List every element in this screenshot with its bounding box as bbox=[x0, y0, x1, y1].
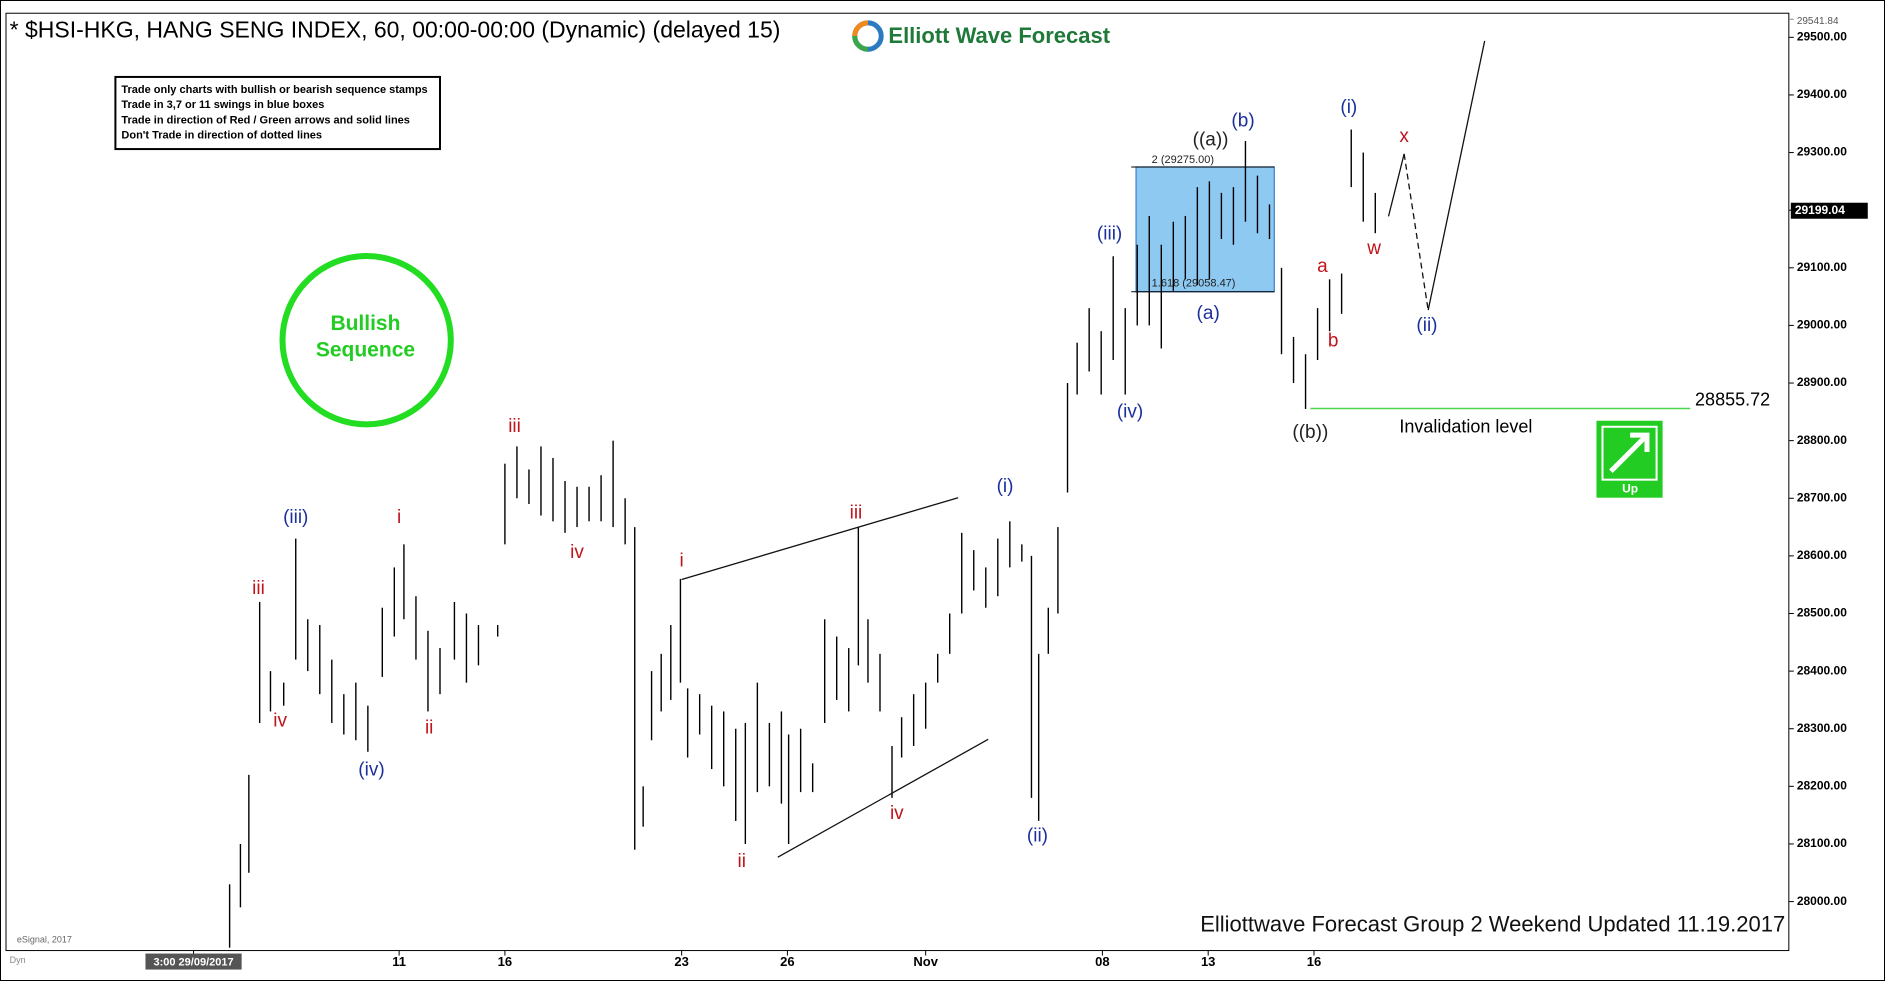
logo-icon bbox=[852, 20, 869, 37]
wave-label: ii bbox=[425, 718, 433, 739]
wave-label: ((a)) bbox=[1193, 130, 1229, 151]
y-tick-label: 28400.00 bbox=[1797, 663, 1847, 677]
wave-label: iv bbox=[273, 710, 287, 731]
channel-line bbox=[681, 497, 959, 581]
wave-label: i bbox=[397, 507, 401, 528]
high-label: 29541.84 bbox=[1797, 16, 1839, 27]
trend-text: Up bbox=[1622, 481, 1638, 495]
y-tick-label: 28300.00 bbox=[1797, 721, 1847, 735]
x-tick-label: 13 bbox=[1201, 954, 1215, 969]
wave-label: iii bbox=[508, 416, 521, 437]
y-tick-label: 29500.00 bbox=[1797, 30, 1847, 44]
projection-line bbox=[1403, 153, 1429, 311]
wave-label: x bbox=[1399, 126, 1409, 147]
y-tick-label: 28100.00 bbox=[1797, 836, 1847, 850]
x-tick-label: 26 bbox=[780, 954, 794, 969]
badge-circle bbox=[279, 253, 454, 428]
trend-icon-inner bbox=[1601, 425, 1658, 481]
badge-text: Bullish bbox=[330, 312, 400, 335]
wave-label: iii bbox=[252, 578, 265, 599]
rule-line: Trade only charts with bullish or bearis… bbox=[121, 84, 427, 96]
wave-label: (iii) bbox=[1097, 223, 1122, 244]
y-tick-label: 28000.00 bbox=[1797, 894, 1847, 908]
y-tick-label: 28500.00 bbox=[1797, 606, 1847, 620]
wave-label: w bbox=[1366, 238, 1381, 259]
invalidation-value: 28855.72 bbox=[1695, 389, 1770, 409]
y-tick-label: 28200.00 bbox=[1797, 779, 1847, 793]
x-tick-label: Nov bbox=[913, 954, 938, 969]
logo-text: Elliott Wave Forecast bbox=[888, 23, 1110, 48]
invalidation-text: Invalidation level bbox=[1399, 416, 1532, 436]
logo-icon bbox=[852, 35, 869, 52]
wave-label: (ii) bbox=[1027, 826, 1048, 847]
wave-label: iii bbox=[850, 502, 863, 523]
trend-arrow bbox=[1609, 432, 1650, 474]
rule-line: Trade in 3,7 or 11 swings in blue boxes bbox=[121, 99, 324, 111]
rule-line: Don't Trade in direction of dotted lines bbox=[121, 130, 322, 142]
wave-label: (a) bbox=[1197, 303, 1220, 324]
wave-label: (i) bbox=[997, 476, 1014, 497]
y-tick-label: 29400.00 bbox=[1797, 87, 1847, 101]
corner-label: Dyn bbox=[10, 955, 26, 965]
x-tick-box bbox=[145, 953, 242, 970]
y-tick-label: 28900.00 bbox=[1797, 375, 1847, 389]
wave-label: ii bbox=[738, 851, 746, 872]
y-tick-label: 29000.00 bbox=[1797, 318, 1847, 332]
x-tick-label: 08 bbox=[1095, 954, 1109, 969]
wave-label: (iii) bbox=[283, 507, 308, 528]
wave-label: (b) bbox=[1231, 110, 1254, 131]
badge-text: Sequence bbox=[316, 339, 415, 362]
x-tick-label: 16 bbox=[498, 954, 512, 969]
footer: Elliottwave Forecast Group 2 Weekend Upd… bbox=[1200, 911, 1785, 936]
fib-box bbox=[1135, 166, 1275, 293]
rules-box bbox=[114, 75, 441, 151]
wave-label: (iv) bbox=[1117, 401, 1143, 422]
last-price-label: 29199.04 bbox=[1795, 203, 1845, 217]
wave-label: ((b)) bbox=[1292, 422, 1328, 443]
projection-line bbox=[1387, 153, 1405, 217]
x-tick-label: 3:00 29/09/2017 bbox=[153, 956, 233, 968]
rule-line: Trade in direction of Red / Green arrows… bbox=[121, 114, 410, 126]
wave-label: i bbox=[680, 550, 684, 571]
wave-label: a bbox=[1317, 256, 1328, 277]
x-tick-label: 23 bbox=[674, 954, 688, 969]
plot-area bbox=[5, 12, 1790, 952]
wave-label: b bbox=[1328, 330, 1339, 351]
wave-label: iv bbox=[890, 803, 904, 824]
wave-label: iv bbox=[570, 542, 584, 563]
channel-line bbox=[777, 738, 989, 858]
trend-icon bbox=[1596, 420, 1663, 498]
x-tick-label: 16 bbox=[1307, 954, 1321, 969]
y-tick-label: 28800.00 bbox=[1797, 433, 1847, 447]
wave-label: (ii) bbox=[1416, 315, 1437, 336]
last-price-tag bbox=[1790, 202, 1868, 219]
y-tick-label: 29100.00 bbox=[1797, 260, 1847, 274]
wave-label: (i) bbox=[1340, 97, 1357, 118]
projection-line bbox=[1427, 40, 1486, 311]
fib-label: 1.618 (29058.47) bbox=[1152, 278, 1236, 290]
x-tick-label: 11 bbox=[392, 954, 406, 969]
y-tick-label: 28700.00 bbox=[1797, 490, 1847, 504]
watermark: eSignal, 2017 bbox=[17, 934, 72, 944]
y-tick-label: 29300.00 bbox=[1797, 145, 1847, 159]
fib-label: 2 (29275.00) bbox=[1152, 154, 1214, 166]
wave-label: (iv) bbox=[358, 760, 384, 781]
y-tick-label: 28600.00 bbox=[1797, 548, 1847, 562]
chart-title: * $HSI-HKG, HANG SENG INDEX, 60, 00:00-0… bbox=[10, 16, 781, 42]
